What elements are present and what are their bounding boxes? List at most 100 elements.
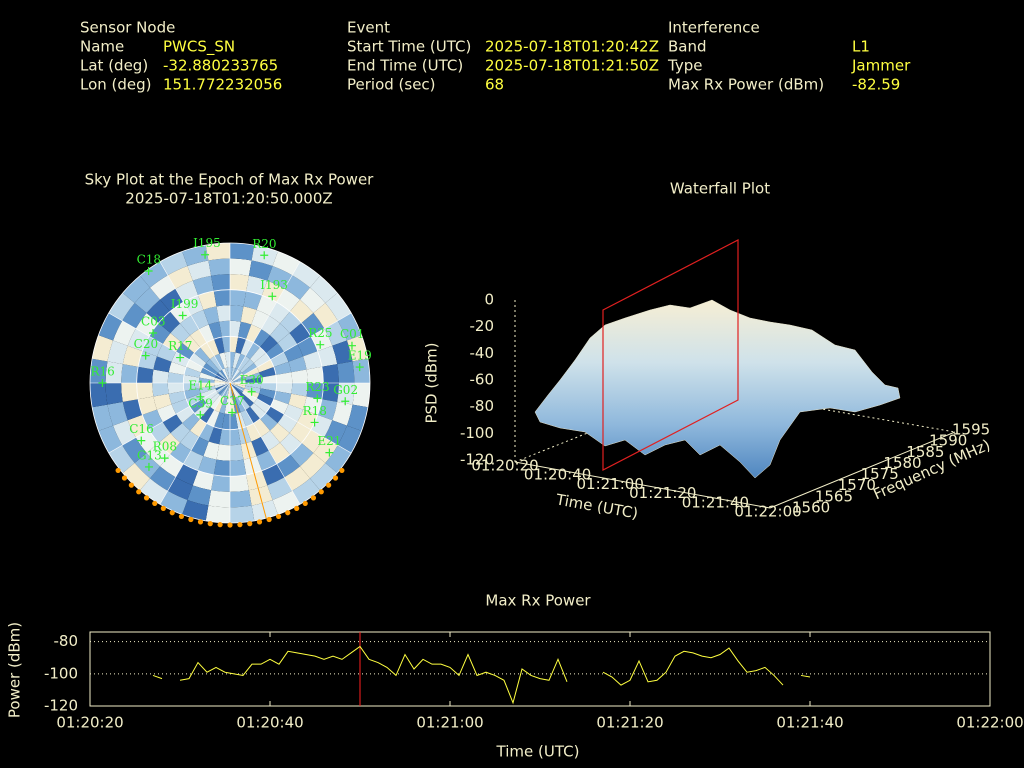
- sky-cell: [210, 356, 223, 372]
- sky-cell: [176, 406, 195, 423]
- sky-cell: [191, 436, 209, 457]
- sky-spoke: [229, 261, 301, 384]
- sky-cell: [230, 459, 247, 477]
- z-tick-label: -40: [470, 344, 495, 362]
- x-axis-label: Time (UTC): [496, 743, 580, 761]
- sky-cell: [224, 398, 230, 415]
- sky-cell: [245, 342, 260, 360]
- sky-cell: [253, 418, 270, 437]
- sky-cell: [325, 293, 352, 321]
- satellite-marker: [141, 351, 150, 360]
- sky-cell: [346, 335, 368, 362]
- satellite-label: R20: [252, 237, 276, 251]
- y-tick-label: 1595: [952, 421, 990, 439]
- sky-cell: [245, 423, 262, 442]
- sky-cell: [214, 383, 230, 386]
- sky-cell: [259, 388, 276, 399]
- sky-cell: [113, 420, 136, 446]
- rim-marker: [237, 522, 243, 528]
- sky-cell: [208, 426, 222, 445]
- sky-cell: [273, 391, 292, 405]
- rim-marker: [339, 467, 345, 474]
- chart-title: Max Rx Power: [485, 592, 591, 610]
- x-tick-label: 01:21:40: [776, 714, 843, 732]
- rim-marker: [275, 513, 282, 520]
- x-tick-label: 01:20:20: [471, 457, 538, 475]
- chart-subtitle: 2025-07-18T01:20:50.000Z: [125, 190, 332, 208]
- sky-cell: [183, 374, 200, 383]
- satellite-marker: [144, 266, 153, 275]
- waterfall-surface: [534, 299, 901, 479]
- satellite-label: I195: [193, 236, 221, 250]
- sky-cell: [243, 367, 260, 378]
- satellite-marker: [341, 397, 350, 406]
- field-value: 2025-07-18T01:20:42Z: [485, 38, 659, 56]
- field-value: Jammer: [851, 57, 911, 75]
- y-tick-label: 1585: [906, 443, 944, 461]
- sky-cell: [113, 320, 136, 346]
- sky-cell: [317, 399, 338, 421]
- sky-cell: [275, 383, 293, 394]
- sky-cell: [187, 485, 212, 506]
- sky-cell: [346, 404, 368, 431]
- sky-cell: [256, 359, 274, 373]
- field-label: End Time (UTC): [347, 57, 463, 75]
- rim-marker: [310, 495, 317, 501]
- sky-cell: [237, 394, 250, 410]
- sky-cell: [253, 329, 270, 348]
- sky-cell: [160, 251, 188, 276]
- y-tick-label: -80: [54, 632, 79, 650]
- field-label: Lat (deg): [80, 57, 148, 75]
- sky-cell: [251, 436, 269, 457]
- rim-marker: [332, 475, 339, 481]
- sky-cell: [230, 444, 244, 461]
- y-tick-label: -120: [44, 697, 78, 715]
- sky-cell: [245, 406, 260, 424]
- rim-marker: [136, 489, 142, 495]
- sky-cell: [171, 398, 190, 415]
- rim-marker: [197, 519, 204, 525]
- rim-marker: [121, 475, 128, 481]
- rim-marker: [217, 522, 223, 528]
- sky-cell: [107, 401, 128, 426]
- sky-cell: [324, 420, 347, 446]
- sky-cell: [203, 306, 220, 325]
- satellite-label: R17: [168, 339, 192, 353]
- sky-cell: [256, 393, 274, 407]
- sky-cell: [220, 383, 230, 397]
- sky-cell: [230, 474, 249, 492]
- sky-cell: [303, 351, 322, 370]
- sky-cell: [150, 275, 176, 300]
- sky-cell: [150, 466, 176, 491]
- y-axis-label: Power (dBm): [6, 622, 24, 718]
- sky-cell: [246, 275, 268, 296]
- sky-cell: [200, 406, 215, 424]
- satellite-label: I193: [260, 278, 288, 292]
- rim-marker: [294, 505, 300, 511]
- sky-cell: [227, 367, 230, 383]
- sky-cell: [194, 347, 211, 364]
- sky-cell: [175, 280, 199, 303]
- sky-cell: [198, 383, 215, 389]
- sky-cell: [332, 401, 353, 426]
- sky-cell: [269, 323, 290, 344]
- sky-cell: [249, 402, 266, 419]
- satellite-label: R08: [153, 440, 177, 454]
- sky-cell: [288, 393, 307, 410]
- sky-cell: [192, 470, 214, 491]
- sky-cell: [265, 343, 284, 360]
- sky-cell: [240, 339, 254, 357]
- sky-cell: [122, 275, 151, 304]
- x-tick-label: 01:20:40: [236, 714, 303, 732]
- sky-cell: [108, 293, 135, 321]
- sky-cell: [246, 470, 268, 491]
- sky-cell: [214, 396, 225, 413]
- z-axis-label: PSD (dBm): [423, 342, 441, 423]
- satellite-marker: [201, 250, 210, 259]
- field-value: L1: [852, 38, 870, 56]
- sky-cell: [182, 412, 201, 431]
- satellite-label: C18: [137, 252, 161, 266]
- sky-cell: [272, 251, 300, 276]
